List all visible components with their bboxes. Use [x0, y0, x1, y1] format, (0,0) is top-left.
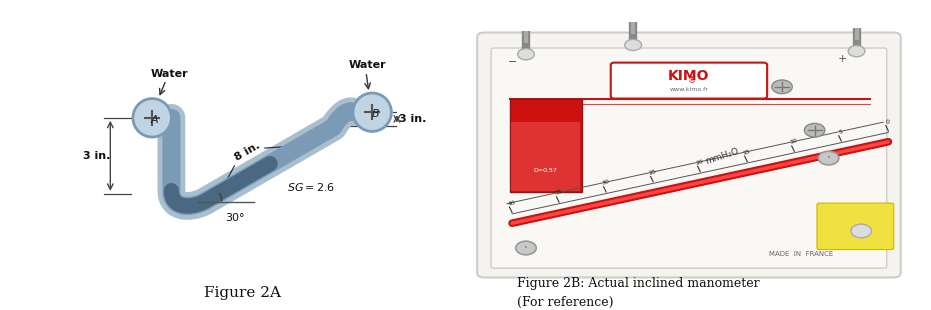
- Text: $B$: $B$: [371, 108, 380, 119]
- Circle shape: [516, 241, 536, 255]
- Text: Water: Water: [151, 69, 188, 79]
- Circle shape: [848, 46, 865, 57]
- Text: 15: 15: [743, 148, 751, 156]
- Text: 35: 35: [554, 189, 563, 196]
- Circle shape: [818, 151, 839, 165]
- FancyBboxPatch shape: [511, 122, 580, 191]
- Text: 40: 40: [507, 199, 517, 206]
- Text: 20: 20: [695, 159, 705, 166]
- FancyBboxPatch shape: [817, 203, 894, 250]
- Text: 3 in.: 3 in.: [83, 151, 110, 161]
- FancyBboxPatch shape: [477, 33, 901, 277]
- Text: 8 in.: 8 in.: [233, 140, 262, 163]
- FancyBboxPatch shape: [510, 99, 582, 192]
- Text: 5: 5: [839, 129, 843, 135]
- FancyBboxPatch shape: [611, 63, 767, 99]
- Text: Figure 2B: Actual inclined manometer: Figure 2B: Actual inclined manometer: [517, 277, 760, 290]
- Circle shape: [353, 93, 391, 131]
- Text: mmH₂O: mmH₂O: [704, 147, 739, 166]
- Text: (For reference): (For reference): [517, 296, 614, 309]
- Text: •: •: [524, 245, 528, 251]
- Text: 10: 10: [789, 138, 799, 145]
- Text: 30°: 30°: [225, 213, 245, 223]
- Circle shape: [133, 99, 171, 137]
- Text: MADE  IN  FRANCE: MADE IN FRANCE: [768, 251, 833, 257]
- Text: 3 in.: 3 in.: [399, 114, 426, 124]
- Text: 25: 25: [648, 169, 657, 176]
- Text: $SG = 2.6$: $SG = 2.6$: [287, 181, 335, 193]
- Text: •: •: [827, 155, 830, 161]
- Circle shape: [804, 123, 825, 137]
- Text: 0: 0: [885, 119, 891, 125]
- Text: $A$: $A$: [150, 113, 159, 125]
- Circle shape: [772, 80, 792, 94]
- Text: KIMO: KIMO: [668, 69, 709, 83]
- Circle shape: [518, 49, 534, 60]
- Circle shape: [625, 39, 641, 51]
- Text: ®: ®: [688, 76, 696, 85]
- Text: Figure 2A: Figure 2A: [204, 286, 280, 300]
- Text: Water: Water: [349, 60, 386, 70]
- Circle shape: [851, 224, 871, 238]
- FancyBboxPatch shape: [492, 48, 887, 268]
- Text: 30: 30: [601, 179, 611, 186]
- Text: −: −: [507, 57, 517, 67]
- Text: www.kimo.fr: www.kimo.fr: [669, 87, 708, 92]
- Text: D=0.57: D=0.57: [533, 168, 558, 173]
- Text: +: +: [838, 54, 847, 64]
